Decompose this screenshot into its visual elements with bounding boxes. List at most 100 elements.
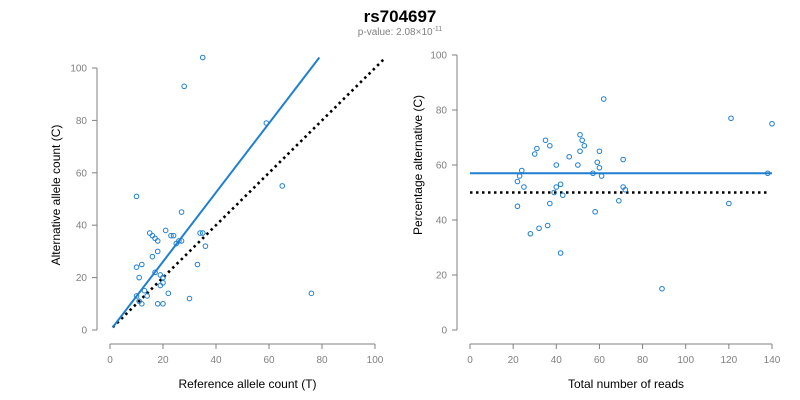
data-point <box>514 203 521 210</box>
data-point <box>581 142 588 149</box>
data-point <box>160 274 166 281</box>
data-point <box>152 269 158 276</box>
data-point <box>133 193 140 200</box>
data-point <box>592 208 598 215</box>
data-point <box>600 96 607 102</box>
y-tick-label: 80 <box>436 106 448 117</box>
reference-line <box>111 56 387 329</box>
x-axis: 0 20 40 60 80 100 120 140 <box>467 343 781 366</box>
x-tick-label: 40 <box>210 355 222 366</box>
data-point <box>199 230 206 236</box>
data-point <box>521 184 527 190</box>
x-tick-label: 60 <box>594 355 606 366</box>
subtitle-exponent: -11 <box>433 26 443 33</box>
data-point <box>168 232 174 239</box>
data-point <box>598 173 605 179</box>
data-point <box>728 115 734 122</box>
left-scatter-panel: 0 20 40 60 80 100 0 20 40 60 80 100 Reference allele… <box>49 54 387 391</box>
data-point <box>527 230 534 237</box>
data-point <box>764 170 771 177</box>
data-point <box>157 272 164 278</box>
x-tick-label: 60 <box>263 355 275 366</box>
data-point <box>553 162 560 168</box>
data-point <box>149 232 156 239</box>
data-point <box>547 200 553 207</box>
data-point <box>659 285 665 292</box>
data-point <box>594 159 601 166</box>
data-point <box>154 238 161 244</box>
x-tick-label: 20 <box>508 355 520 366</box>
data-point <box>577 131 583 138</box>
x-tick-label: 100 <box>677 355 694 366</box>
data-point <box>176 238 182 244</box>
y-tick-label: 40 <box>76 221 88 232</box>
data-point <box>139 301 145 307</box>
y-axis-title: Alternative allele count (C) <box>49 125 63 266</box>
x-tick-label: 20 <box>157 355 169 366</box>
data-point <box>616 197 622 204</box>
data-point <box>178 209 185 215</box>
data-point <box>181 83 187 90</box>
data-point <box>577 148 583 155</box>
x-axis-title: Reference allele count (T) <box>178 377 316 391</box>
right-scatter-panel: 0 20 40 60 80 100 120 140 0 20 40 60 80 100 Total numb… <box>411 51 781 392</box>
data-point <box>149 253 156 260</box>
data-point <box>544 222 551 229</box>
data-point <box>279 183 286 189</box>
y-tick-label: 100 <box>70 64 87 75</box>
data-point <box>160 301 166 307</box>
x-tick-label: 0 <box>467 355 473 366</box>
x-tick-label: 80 <box>637 355 649 366</box>
data-point <box>154 248 161 255</box>
x-tick-label: 120 <box>721 355 738 366</box>
data-points <box>133 54 315 307</box>
data-point <box>559 192 566 199</box>
x-axis-title: Total number of reads <box>568 377 684 391</box>
x-tick-label: 80 <box>316 355 328 366</box>
data-point <box>157 282 164 289</box>
data-point <box>133 293 140 299</box>
data-point <box>165 290 172 297</box>
x-tick-label: 140 <box>764 355 781 366</box>
data-point <box>186 295 193 302</box>
y-tick-label: 60 <box>436 161 448 172</box>
data-point <box>146 230 153 236</box>
subtitle-main: p-value: 2.08×10 <box>358 27 433 38</box>
x-tick-label: 0 <box>107 355 113 366</box>
data-point <box>133 264 140 270</box>
data-point <box>194 261 201 268</box>
y-tick-label: 100 <box>430 51 447 62</box>
y-tick-label: 80 <box>76 116 88 127</box>
data-point <box>536 225 542 232</box>
y-tick-label: 0 <box>441 326 447 337</box>
data-point <box>596 148 603 155</box>
data-point <box>263 120 270 126</box>
data-point <box>726 200 732 207</box>
y-tick-label: 60 <box>76 168 88 179</box>
data-point <box>197 230 203 236</box>
y-axis: 0 20 40 60 80 100 <box>70 64 98 337</box>
data-point <box>542 137 549 144</box>
chart-title: rs704697 <box>364 7 437 26</box>
data-point <box>622 186 629 193</box>
data-point <box>579 137 585 144</box>
y-tick-label: 20 <box>76 273 88 284</box>
data-point <box>308 290 315 297</box>
data-point <box>178 238 185 244</box>
data-point <box>575 162 581 168</box>
chart-subtitle: p-value: 2.08×10-11 <box>358 26 442 38</box>
data-point <box>136 274 142 281</box>
x-tick-label: 40 <box>551 355 563 366</box>
data-point <box>531 151 538 157</box>
data-point <box>154 301 161 307</box>
data-point <box>514 178 521 185</box>
data-point <box>557 250 564 256</box>
x-axis: 0 20 40 60 80 100 <box>107 343 384 366</box>
data-point <box>170 232 177 239</box>
data-point <box>553 184 560 190</box>
data-point <box>547 142 553 149</box>
data-point <box>202 243 209 249</box>
data-point <box>620 156 626 163</box>
y-tick-label: 0 <box>81 326 87 337</box>
